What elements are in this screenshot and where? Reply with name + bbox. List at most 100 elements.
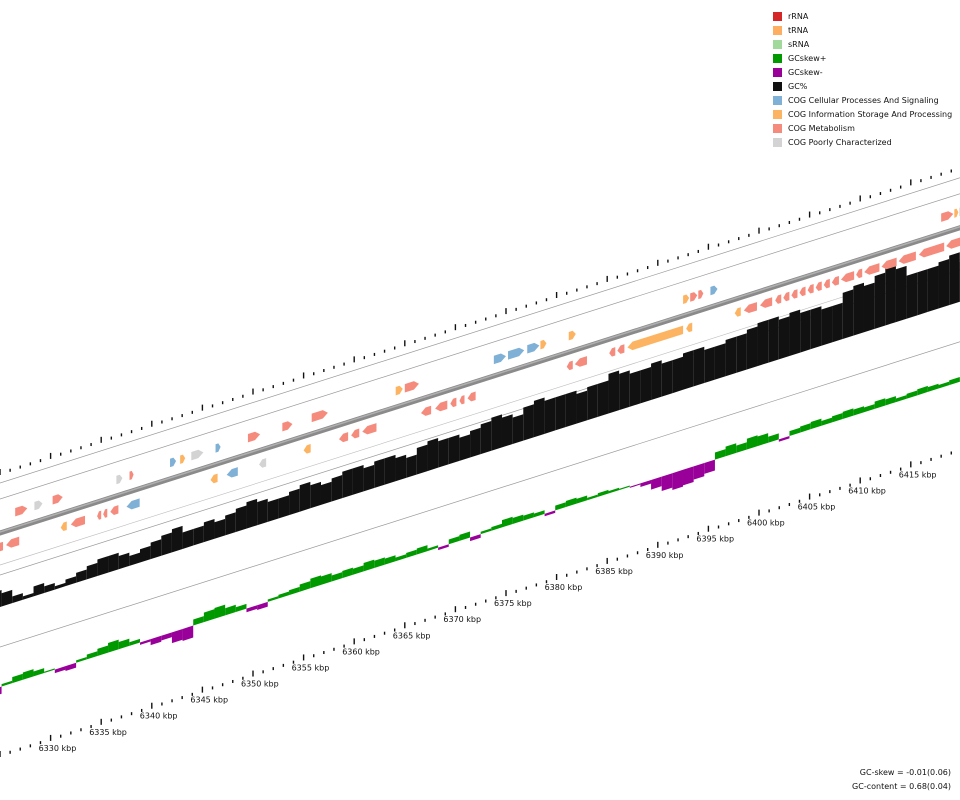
gc-skew-positive-bar: [906, 390, 918, 399]
gc-skew-positive-bar: [714, 449, 726, 460]
gc-content-bar: [235, 505, 247, 533]
axis-tick-label: 6330 kbp: [39, 744, 77, 753]
gc-skew-negative-bar: [182, 625, 194, 641]
reverse-gene-arrow: [226, 467, 238, 478]
gc-content-bar: [501, 414, 513, 448]
reverse-gene-arrow: [0, 541, 4, 552]
gc-content-bar: [150, 539, 162, 560]
gc-content-bar: [895, 265, 907, 323]
reverse-gene-arrow: [435, 400, 448, 412]
gc-content-bar: [267, 498, 279, 522]
gc-content-bar: [661, 360, 673, 397]
gc-content-bar: [289, 488, 300, 516]
gc-content-bar: [54, 582, 66, 590]
gc-content-bar: [97, 556, 109, 577]
legend-label: rRNA: [788, 11, 809, 21]
gc-content-bar: [874, 272, 886, 329]
legend-label: GCskew+: [788, 53, 827, 63]
gc-skew-positive-bar: [342, 567, 353, 579]
forward-gene-arrow: [215, 443, 221, 453]
forward-gene-arrow: [568, 330, 576, 341]
forward-gene-arrow: [247, 431, 261, 443]
gc-skew-positive-bar: [448, 536, 460, 545]
axis-tick-label: 6335 kbp: [89, 728, 127, 737]
gc-content-bar: [182, 529, 194, 549]
gc-skew-positive-bar: [384, 555, 396, 565]
gc-content-bar: [278, 495, 290, 519]
gc-skew-negative-bar: [54, 666, 66, 674]
gc-skew-negative-bar: [65, 662, 77, 671]
gc-skew-negative-bar: [0, 686, 2, 695]
legend-swatch-icon: [773, 11, 782, 21]
gc-content-bar: [129, 552, 140, 566]
reverse-gene-arrow: [791, 289, 798, 299]
track-guide-line: [0, 341, 960, 648]
reverse-gene-arrow: [823, 278, 830, 289]
forward-gene-arrow: [52, 494, 63, 505]
gc-content-bar: [842, 289, 854, 340]
gc-skew-positive-bar: [736, 442, 747, 453]
reverse-gene-arrow: [807, 284, 814, 294]
reverse-gene-arrow: [339, 432, 349, 443]
stats-panel: GC-skew = -0.01(0.06) GC-content = 0.68(…: [852, 766, 951, 794]
reverse-gene-arrow: [840, 271, 855, 283]
axis-tick-label: 6380 kbp: [545, 583, 583, 592]
axis-tick-label: 6395 kbp: [696, 535, 734, 544]
gc-skew-positive-bar: [331, 572, 343, 582]
legend-label: COG Cellular Processes And Signaling: [788, 95, 939, 105]
axis-tick-label: 6355 kbp: [292, 663, 330, 672]
legend: rRNA tRNA sRNA GCskew+ GCskew- GC% COG C…: [773, 9, 952, 149]
gc-skew-positive-bar: [427, 545, 439, 552]
gc-skew-positive-bar: [533, 510, 545, 518]
gc-content-bar: [651, 360, 662, 400]
gc-skew-positive-bar: [800, 423, 811, 433]
gc-skew-negative-bar: [661, 473, 673, 491]
reverse-gene-arrow: [881, 257, 897, 270]
gc-content-bar: [672, 356, 683, 394]
gc-skew-positive-bar: [214, 604, 226, 619]
reverse-gene-arrow: [918, 242, 945, 258]
gc-skew-positive-bar: [108, 639, 119, 653]
legend-item: GCskew-: [773, 65, 952, 79]
gc-skew-negative-bar: [778, 435, 790, 442]
axis-tick-label: 6340 kbp: [140, 712, 178, 721]
gc-skew-positive-bar: [203, 609, 215, 623]
gc-skew-positive-bar: [352, 565, 364, 575]
gc-skew-positive-bar: [523, 512, 534, 521]
gc-skew-positive-bar: [1, 680, 13, 687]
gc-skew-positive-bar: [501, 516, 513, 528]
gc-skew-positive-bar: [480, 528, 492, 535]
gc-content-bar: [299, 481, 311, 512]
reverse-gene-arrow: [459, 395, 465, 405]
legend-swatch-icon: [773, 81, 782, 91]
reverse-gene-arrow: [864, 263, 880, 275]
gc-skew-positive-bar: [235, 603, 247, 613]
axis-tick-label: 6410 kbp: [848, 486, 886, 495]
gc-skew-positive-bar: [97, 645, 109, 657]
reverse-gene-arrow: [110, 505, 119, 515]
gc-skew-positive-bar: [555, 502, 566, 511]
genome-backbone: [0, 225, 960, 536]
gc-content-bar: [406, 454, 417, 478]
gc-content-bar: [746, 326, 758, 370]
axis-tick-label: 6375 kbp: [494, 599, 532, 608]
reverse-gene-arrow: [856, 268, 863, 279]
gc-content-bar: [171, 525, 183, 553]
reverse-gene-arrow: [617, 344, 625, 354]
reverse-gene-arrow: [743, 302, 757, 314]
forward-gene-arrow: [690, 292, 698, 302]
forward-gene-arrow: [710, 285, 718, 296]
gc-content-bar: [363, 464, 375, 492]
gc-skew-positive-bar: [768, 433, 779, 443]
legend-label: GC%: [788, 81, 808, 91]
legend-item: sRNA: [773, 37, 952, 51]
forward-gene-arrow: [282, 421, 293, 432]
gc-skew-negative-bar: [704, 459, 715, 474]
gc-content-bar: [438, 437, 449, 468]
reverse-gene-arrow: [6, 536, 20, 548]
forward-gene-arrow: [527, 342, 540, 354]
gc-skew-positive-bar: [746, 435, 758, 450]
gc-skew-positive-bar: [725, 443, 737, 457]
axis-tick-label: 6345 kbp: [190, 696, 228, 705]
